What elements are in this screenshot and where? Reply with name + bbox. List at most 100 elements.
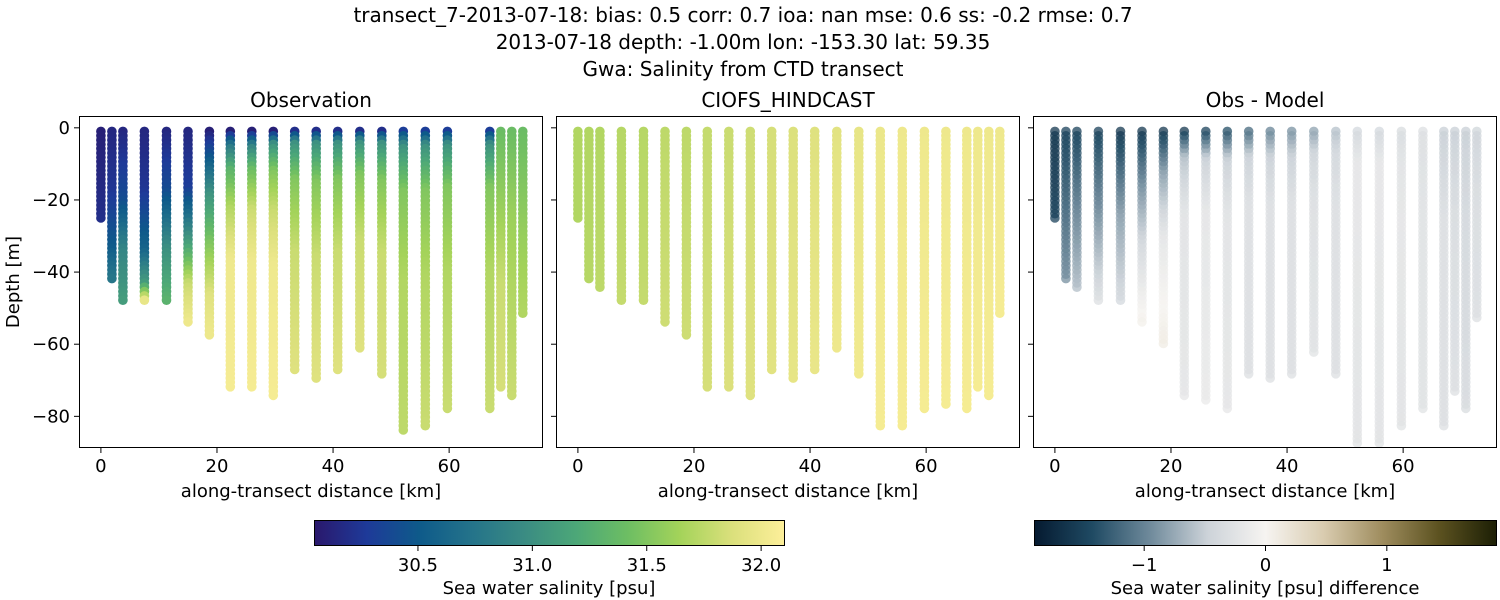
station-profile [1050, 126, 1060, 223]
model-y-ticks [551, 127, 557, 417]
x-tick-label: 60 [915, 456, 938, 477]
station-profile [183, 126, 193, 327]
data-point [289, 364, 300, 375]
data-point [1061, 273, 1071, 284]
station-profile [1286, 126, 1297, 379]
data-point [485, 403, 495, 414]
station-profile [962, 126, 972, 414]
data-point [1222, 403, 1233, 414]
station-profile [1450, 126, 1460, 396]
data-point [107, 273, 117, 284]
station-profile [420, 126, 431, 431]
panel-difference-title: Obs - Model [1206, 88, 1325, 112]
colorbar-tick-label: 31.0 [512, 555, 552, 576]
model-x-ticks: 0 20 40 60 [572, 447, 938, 477]
data-point [1374, 438, 1385, 448]
station-profile [995, 126, 1005, 319]
data-point [995, 308, 1005, 319]
station-profile [875, 126, 886, 431]
data-point [442, 403, 453, 414]
observation-marks [96, 126, 528, 435]
station-profile [507, 126, 517, 401]
station-profile [1461, 126, 1471, 414]
data-point [1439, 420, 1449, 431]
data-point [268, 390, 279, 401]
data-point [745, 390, 756, 401]
station-profile [897, 126, 908, 431]
data-point [183, 317, 193, 327]
data-point [1331, 369, 1341, 379]
x-tick-label: 20 [206, 456, 229, 477]
data-point [1461, 403, 1471, 414]
data-point [724, 382, 734, 392]
station-profile [660, 126, 670, 327]
panel-model-title: CIOFS_HINDCAST [701, 88, 875, 112]
data-point [875, 420, 886, 431]
data-point [1179, 390, 1190, 401]
station-profile [941, 126, 951, 409]
data-point [1201, 395, 1211, 405]
y-tick-label: −60 [32, 334, 70, 355]
x-tick-label: 0 [95, 456, 106, 477]
y-tick-label: −80 [32, 406, 70, 427]
data-point [984, 390, 994, 401]
station-profile [1331, 126, 1341, 379]
data-point [809, 364, 820, 375]
station-profile [984, 126, 994, 401]
observation-y-axis-label: Depth [m] [3, 236, 24, 328]
y-tick-label: −20 [32, 190, 70, 211]
model-plot-frame [556, 116, 1020, 448]
data-point [832, 343, 842, 353]
data-point [1072, 282, 1082, 293]
station-profile [247, 126, 257, 392]
figure-title-line-3: Gwa: Salinity from CTD transect [583, 57, 904, 81]
station-profile [919, 126, 930, 414]
colorbar-salinity: 30.5 31.0 31.5 32.0 Sea water salinity [psu… [314, 520, 785, 599]
data-point [355, 343, 365, 353]
x-tick-label: 20 [1160, 456, 1183, 477]
station-profile [766, 126, 777, 375]
colorbar-salinity-ticks: 30.5 31.0 31.5 32.0 [398, 545, 781, 576]
station-profile [595, 126, 605, 293]
station-profile [1093, 126, 1104, 306]
data-point [118, 295, 128, 306]
data-point [1352, 438, 1363, 448]
panel-model: CIOFS_HINDCAST 0 20 40 60 along-transect di… [551, 88, 1020, 502]
data-point [377, 369, 387, 379]
data-point [161, 295, 172, 306]
x-tick-label: 20 [683, 456, 706, 477]
station-profile [616, 126, 627, 306]
station-profile [745, 126, 756, 401]
data-point [225, 382, 236, 392]
x-tick-label: 60 [1392, 456, 1415, 477]
panel-difference: Obs - Model 0 20 40 60 along-transect dista… [1028, 88, 1497, 502]
data-point [496, 382, 506, 392]
station-profile [809, 126, 820, 375]
data-point [1137, 317, 1147, 327]
colorbar-tick-label: 32.0 [741, 555, 781, 576]
station-profile [1072, 126, 1082, 293]
station-profile [788, 126, 798, 383]
data-point [1396, 420, 1407, 431]
data-point [573, 213, 583, 223]
difference-x-axis-label: along-transect distance [km] [1135, 481, 1395, 502]
station-profile [1158, 126, 1169, 349]
station-profile [118, 126, 128, 306]
data-point [919, 403, 930, 414]
colorbar-salinity-label: Sea water salinity [psu] [443, 578, 656, 599]
station-profile [107, 126, 117, 284]
data-point [616, 295, 627, 306]
station-profile [584, 126, 594, 284]
data-point [660, 317, 670, 327]
data-point [204, 330, 215, 340]
station-profile [496, 126, 506, 392]
station-profile [355, 126, 365, 353]
difference-y-ticks [1028, 127, 1034, 417]
data-point [507, 390, 517, 401]
station-profile [638, 126, 649, 306]
observation-plot-frame [79, 116, 543, 448]
colorbar-difference-ticks: −1 0 1 [1131, 545, 1393, 576]
colorbar-tick-label: 1 [1381, 555, 1392, 576]
model-x-axis-label: along-transect distance [km] [658, 481, 918, 502]
